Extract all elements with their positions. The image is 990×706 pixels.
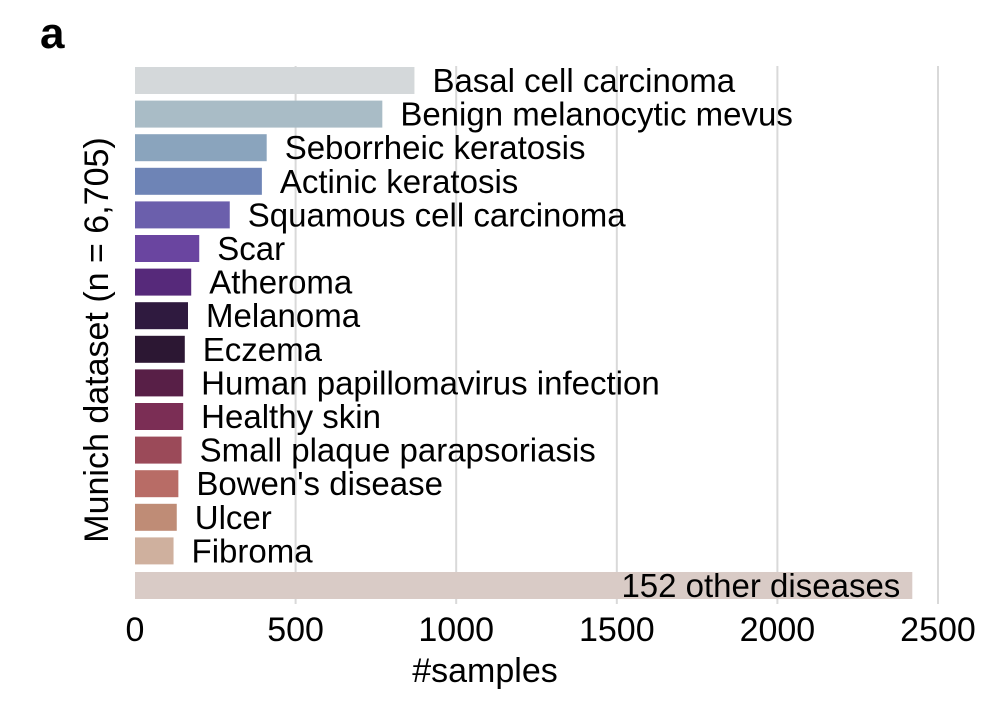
- bar-4: [135, 201, 230, 229]
- bar-6: [135, 268, 192, 296]
- bar-label-15: 152 other diseases: [621, 567, 900, 604]
- x-tick-label-1500: 1500: [579, 611, 655, 649]
- grid-lines: [294, 66, 939, 604]
- x-tick-label-1000: 1000: [418, 611, 494, 649]
- bar-10: [135, 403, 184, 430]
- bar-11: [135, 436, 182, 464]
- bar-label-12: Bowen's disease: [196, 465, 443, 502]
- bar-2: [135, 134, 267, 162]
- bar-label-6: Atheroma: [209, 264, 353, 301]
- bar-0: [135, 67, 415, 94]
- bar-label-3: Actinic keratosis: [280, 163, 518, 200]
- bar-1: [135, 100, 383, 128]
- x-axis-label: #samples: [412, 652, 558, 690]
- bar-label-9: Human papillomavirus infection: [201, 364, 660, 401]
- panel-letter: a: [40, 9, 65, 58]
- bar-label-4: Squamous cell carcinoma: [248, 196, 626, 233]
- bar-label-14: Fibroma: [192, 532, 314, 569]
- bar-15: [135, 572, 913, 599]
- bar-label-13: Ulcer: [195, 499, 272, 536]
- bar-label-0: Basal cell carcinoma: [432, 62, 735, 99]
- bar-5: [135, 235, 200, 262]
- x-tick-label-500: 500: [267, 611, 324, 649]
- bar-label-2: Seborrheic keratosis: [285, 129, 586, 166]
- x-tick-label-0: 0: [126, 611, 145, 649]
- bar-label-10: Healthy skin: [201, 398, 381, 435]
- bar-label-7: Melanoma: [206, 297, 361, 334]
- bar-8: [135, 335, 185, 363]
- bar-13: [135, 503, 177, 531]
- x-axis-ticks: 0 500 1000 1500 2000 2500: [126, 611, 976, 649]
- bar-label-1: Benign melanocytic mevus: [400, 96, 793, 133]
- bar-label-5: Scar: [217, 230, 285, 267]
- bar-3: [135, 167, 262, 195]
- x-tick-label-2500: 2500: [900, 611, 976, 649]
- bar-9: [135, 369, 184, 397]
- bars: [135, 67, 913, 599]
- x-tick-label-2000: 2000: [740, 611, 816, 649]
- bar-12: [135, 470, 179, 498]
- bar-7: [135, 302, 188, 330]
- bar-14: [135, 537, 174, 565]
- bar-label-8: Eczema: [203, 331, 323, 368]
- bar-label-11: Small plaque parapsoriasis: [200, 432, 596, 469]
- y-axis-label: Munich dataset (n = 6,705): [78, 137, 116, 542]
